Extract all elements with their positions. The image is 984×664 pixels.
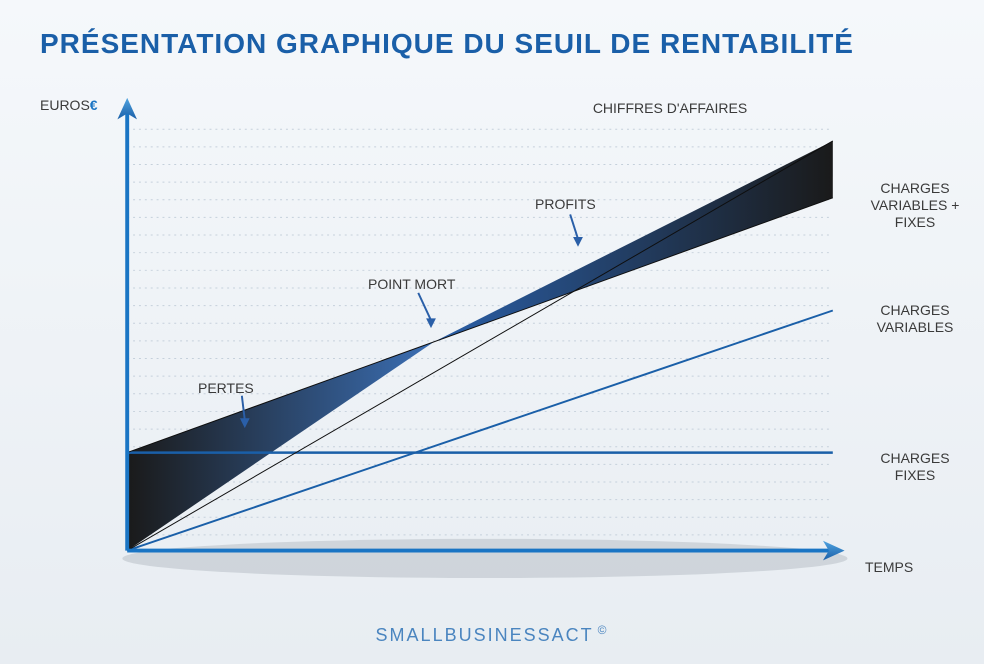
break-even-chart xyxy=(100,90,860,580)
total-charges-line xyxy=(127,198,833,453)
page-title: PRÉSENTATION GRAPHIQUE DU SEUIL DE RENTA… xyxy=(40,28,854,60)
point-mort-label: POINT MORT xyxy=(368,276,455,293)
floor-shadow xyxy=(122,539,847,578)
x-axis-label: TEMPS xyxy=(865,559,913,576)
y-axis-label: EUROS€ xyxy=(40,97,98,114)
brand-footer: SMALLBUSINESSACT© xyxy=(376,623,609,646)
loss-region xyxy=(127,342,434,551)
revenue-label: CHIFFRES D'AFFAIRES xyxy=(590,100,750,117)
charges-fixes-label: CHARGES FIXES xyxy=(860,450,970,484)
charges-variables-label: CHARGES VARIABLES xyxy=(860,302,970,336)
profit-region xyxy=(434,141,833,342)
total-charges-label: CHARGES VARIABLES + FIXES xyxy=(860,180,970,230)
pertes-label: PERTES xyxy=(198,380,254,397)
profits-label: PROFITS xyxy=(535,196,596,213)
